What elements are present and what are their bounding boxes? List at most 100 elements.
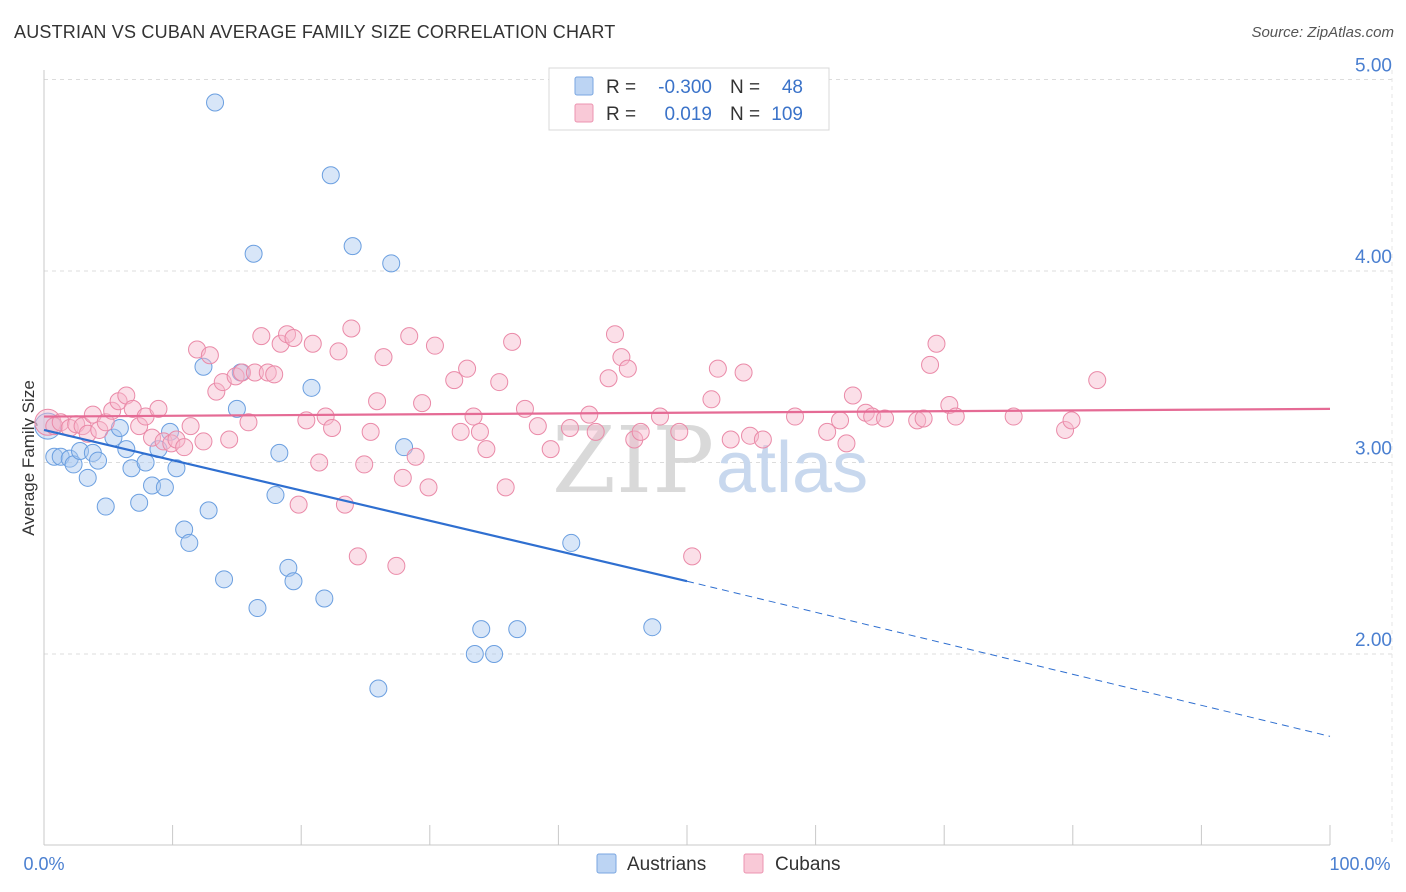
data-point bbox=[96, 413, 115, 432]
data-point bbox=[472, 620, 491, 639]
data-point bbox=[927, 334, 946, 353]
data-point bbox=[503, 332, 522, 351]
data-point bbox=[599, 369, 618, 388]
data-point bbox=[541, 440, 560, 459]
data-point bbox=[413, 394, 432, 413]
data-point bbox=[315, 589, 334, 608]
data-point bbox=[721, 430, 740, 449]
data-point bbox=[180, 533, 199, 552]
data-point bbox=[289, 495, 308, 514]
data-point bbox=[382, 254, 401, 273]
data-point bbox=[194, 357, 213, 376]
legend-n-label-2: N = bbox=[730, 104, 760, 125]
data-point bbox=[227, 399, 246, 418]
data-point bbox=[90, 420, 109, 439]
y-tick-labels: 2.00 3.00 4.00 5.00 bbox=[1355, 56, 1392, 652]
data-point bbox=[215, 570, 234, 589]
watermark: ZIP atlas bbox=[552, 407, 868, 514]
data-point bbox=[279, 558, 298, 577]
data-point bbox=[167, 430, 186, 449]
data-point bbox=[207, 382, 226, 401]
series-austrians-points bbox=[34, 93, 662, 698]
y-tick-label: 4.00 bbox=[1355, 247, 1392, 268]
data-point bbox=[266, 486, 285, 505]
data-point bbox=[316, 407, 335, 426]
data-point bbox=[406, 447, 425, 466]
data-point bbox=[387, 556, 406, 575]
data-point bbox=[369, 679, 388, 698]
data-point bbox=[361, 422, 380, 441]
grid-lines bbox=[44, 70, 1393, 845]
data-point bbox=[1004, 407, 1023, 426]
data-point bbox=[233, 363, 252, 382]
data-point bbox=[515, 399, 534, 418]
series-legend-label-cubans: Cubans bbox=[775, 854, 841, 875]
data-point bbox=[562, 533, 581, 552]
data-point bbox=[149, 399, 168, 418]
data-point bbox=[643, 618, 662, 637]
data-point bbox=[252, 327, 271, 346]
data-point bbox=[284, 329, 303, 348]
data-point bbox=[200, 346, 219, 365]
data-point bbox=[465, 645, 484, 663]
data-point bbox=[244, 244, 263, 263]
data-point bbox=[310, 453, 329, 472]
trend-line-cubans bbox=[43, 407, 1331, 418]
data-point bbox=[393, 468, 412, 487]
data-point bbox=[470, 422, 489, 441]
data-point bbox=[670, 422, 689, 441]
data-point bbox=[175, 520, 194, 539]
data-point bbox=[297, 411, 316, 430]
data-point bbox=[586, 422, 605, 441]
data-point bbox=[342, 319, 361, 338]
trend-line-austrians-extension bbox=[686, 580, 1331, 737]
trend-lines bbox=[43, 407, 1331, 737]
x-tick-label-end: 100.0% bbox=[1329, 854, 1390, 874]
watermark-atlas: atlas bbox=[716, 428, 868, 508]
axes bbox=[43, 70, 1331, 846]
chart-title: AUSTRIAN VS CUBAN AVERAGE FAMILY SIZE CO… bbox=[14, 22, 616, 42]
data-point bbox=[818, 422, 837, 441]
data-point bbox=[921, 355, 940, 374]
data-point bbox=[650, 407, 669, 426]
data-point bbox=[248, 599, 267, 618]
series-legend-swatch-austrians bbox=[596, 853, 617, 874]
data-point bbox=[580, 405, 599, 424]
data-point bbox=[508, 620, 527, 639]
data-point bbox=[946, 407, 965, 426]
data-point bbox=[395, 438, 414, 457]
data-point bbox=[321, 166, 340, 185]
data-point bbox=[464, 407, 483, 426]
data-point bbox=[702, 390, 721, 409]
data-point bbox=[605, 325, 624, 344]
data-point bbox=[843, 386, 862, 405]
data-point bbox=[618, 359, 637, 378]
data-point bbox=[323, 419, 342, 438]
data-points bbox=[34, 93, 1107, 698]
data-point bbox=[940, 396, 959, 415]
data-point bbox=[1062, 411, 1081, 430]
data-point bbox=[876, 409, 895, 428]
watermark-zip: ZIP bbox=[552, 407, 714, 514]
data-point bbox=[734, 363, 753, 382]
data-point bbox=[831, 411, 850, 430]
data-point bbox=[130, 493, 149, 512]
data-point bbox=[368, 392, 387, 411]
data-point bbox=[265, 365, 284, 384]
series-legend: Austrians Cubans bbox=[596, 853, 841, 875]
trend-line-austrians bbox=[43, 428, 688, 583]
legend-r-label-1: R = bbox=[606, 77, 636, 98]
data-point bbox=[270, 443, 289, 462]
legend-n-label-1: N = bbox=[730, 77, 760, 98]
data-point bbox=[181, 417, 200, 436]
data-point bbox=[477, 440, 496, 459]
data-point bbox=[303, 334, 322, 353]
data-point bbox=[245, 363, 264, 382]
legend-n-value-1: 48 bbox=[782, 77, 803, 98]
data-point bbox=[631, 422, 650, 441]
stats-legend-box bbox=[548, 67, 830, 131]
y-tick-label: 5.00 bbox=[1355, 56, 1392, 77]
data-point bbox=[130, 417, 149, 436]
data-point bbox=[343, 237, 362, 256]
